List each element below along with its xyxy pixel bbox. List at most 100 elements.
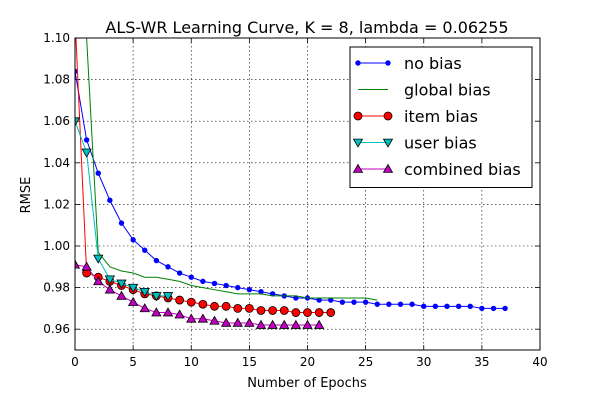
data-point bbox=[127, 296, 139, 306]
data-point bbox=[93, 254, 104, 264]
data-point bbox=[246, 286, 253, 293]
data-point bbox=[490, 305, 497, 312]
data-point bbox=[153, 257, 160, 264]
data-point bbox=[130, 237, 136, 243]
series-user-bias bbox=[75, 117, 174, 302]
data-point bbox=[316, 297, 322, 303]
data-point bbox=[197, 313, 209, 323]
data-point bbox=[314, 308, 324, 317]
data-point bbox=[258, 289, 264, 295]
data-point bbox=[235, 284, 241, 291]
x-tick-label: 30 bbox=[416, 355, 431, 369]
data-point bbox=[313, 319, 325, 329]
legend-label: item bias bbox=[404, 107, 478, 126]
y-tick-label: 0.98 bbox=[43, 281, 70, 295]
data-point bbox=[211, 280, 218, 287]
data-point bbox=[188, 274, 194, 280]
y-tick-label: 0.96 bbox=[43, 322, 70, 336]
data-point bbox=[142, 247, 148, 253]
x-tick-label: 0 bbox=[71, 355, 79, 369]
data-point bbox=[95, 170, 101, 176]
x-tick-label: 35 bbox=[474, 355, 489, 369]
legend-label: no bias bbox=[404, 54, 462, 73]
chart-title: ALS-WR Learning Curve, K = 8, lambda = 0… bbox=[105, 18, 508, 37]
legend-item: no bias bbox=[355, 54, 462, 73]
legend-marker bbox=[385, 60, 391, 66]
data-point bbox=[139, 287, 150, 298]
series-line bbox=[86, 38, 378, 301]
data-point bbox=[220, 317, 232, 327]
data-point bbox=[386, 301, 392, 307]
legend-marker bbox=[382, 138, 394, 148]
data-point bbox=[351, 299, 357, 305]
legend-item: combined bias bbox=[352, 160, 521, 179]
data-point bbox=[267, 319, 278, 329]
data-point bbox=[151, 307, 162, 317]
legend-label: global bias bbox=[404, 81, 491, 100]
data-point bbox=[162, 307, 174, 317]
y-tick-label: 1.04 bbox=[43, 156, 70, 170]
data-point bbox=[479, 305, 485, 312]
data-point bbox=[302, 319, 313, 329]
legend-label: combined bias bbox=[404, 160, 521, 179]
y-tick-label: 1.10 bbox=[43, 31, 70, 45]
data-point bbox=[116, 290, 127, 300]
data-point bbox=[107, 197, 113, 203]
data-point bbox=[221, 301, 231, 311]
legend: no bias global bias item bias user bias comb… bbox=[349, 46, 533, 188]
legend-marker bbox=[383, 111, 393, 121]
x-tick-label: 10 bbox=[184, 355, 199, 369]
data-point bbox=[290, 319, 302, 329]
axes-frame bbox=[74, 37, 541, 351]
data-point bbox=[291, 308, 301, 317]
data-point bbox=[232, 317, 243, 327]
data-point bbox=[233, 303, 243, 313]
data-point bbox=[362, 299, 369, 305]
legend-marker bbox=[355, 60, 361, 66]
x-axis-label: Number of Epochs bbox=[247, 376, 367, 391]
data-point bbox=[421, 303, 427, 310]
data-point bbox=[174, 309, 185, 319]
data-point bbox=[186, 297, 196, 307]
data-point bbox=[81, 261, 92, 271]
data-point bbox=[444, 303, 450, 310]
data-point bbox=[83, 137, 90, 143]
series-global-bias bbox=[86, 38, 378, 301]
data-point bbox=[139, 303, 150, 313]
data-point bbox=[81, 148, 92, 158]
series-group bbox=[75, 38, 508, 329]
data-point bbox=[432, 303, 439, 310]
legend-item: global bias bbox=[358, 81, 491, 100]
data-point bbox=[409, 301, 415, 307]
data-point bbox=[186, 313, 197, 323]
legend-item: item bias bbox=[353, 107, 478, 126]
legend-marker bbox=[382, 163, 394, 173]
data-point bbox=[244, 317, 255, 327]
data-point bbox=[118, 220, 125, 226]
data-point bbox=[256, 306, 266, 315]
data-point bbox=[455, 303, 462, 310]
data-point bbox=[467, 303, 473, 310]
ticks: 0 5 10 15 20 25 30 35 40 0.96 0.98 1.00 1.02 1.04 1.06… bbox=[43, 31, 547, 369]
data-point bbox=[151, 292, 162, 302]
data-point bbox=[116, 279, 127, 289]
data-point bbox=[328, 297, 334, 303]
y-tick-label: 1.08 bbox=[43, 73, 70, 87]
y-tick-label: 1.06 bbox=[43, 114, 70, 128]
data-point bbox=[75, 117, 81, 127]
grid bbox=[75, 38, 540, 350]
data-point bbox=[176, 270, 183, 276]
data-point bbox=[397, 301, 404, 307]
y-axis-label: RMSE bbox=[19, 177, 34, 214]
x-tick-label: 25 bbox=[358, 355, 373, 369]
data-point bbox=[244, 303, 254, 313]
data-point bbox=[200, 278, 206, 285]
data-point bbox=[104, 275, 116, 285]
series-line bbox=[75, 264, 320, 326]
data-point bbox=[268, 306, 278, 315]
data-point bbox=[339, 299, 346, 305]
legend-item: user bias bbox=[352, 134, 477, 153]
data-point bbox=[303, 308, 312, 317]
data-point bbox=[326, 308, 336, 317]
